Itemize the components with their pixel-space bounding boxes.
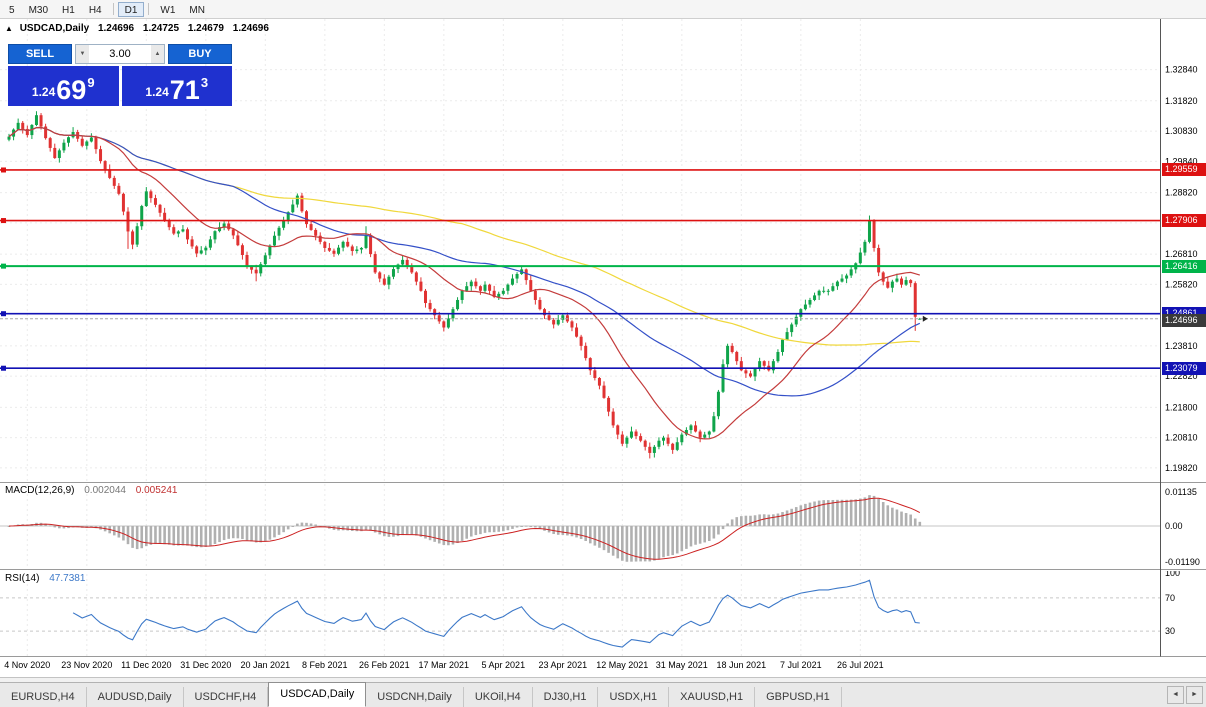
svg-text:1.20810: 1.20810 <box>1165 433 1198 443</box>
svg-text:0.00: 0.00 <box>1165 521 1183 531</box>
rsi-value: 47.7381 <box>49 573 86 584</box>
chart-tab-eurusd-h4[interactable]: EURUSD,H4 <box>0 687 87 707</box>
svg-text:1.26810: 1.26810 <box>1165 249 1198 259</box>
tabs-scroll-left-button[interactable]: ◄ <box>1167 686 1184 704</box>
svg-text:1.32840: 1.32840 <box>1165 65 1198 75</box>
svg-text:31 Dec 2020: 31 Dec 2020 <box>180 660 231 670</box>
svg-text:70: 70 <box>1165 593 1175 603</box>
timeframe-button-w1[interactable]: W1 <box>153 2 182 17</box>
macd-signal-value: 0.005241 <box>135 485 178 496</box>
svg-text:1.21800: 1.21800 <box>1165 402 1198 412</box>
volume-input[interactable]: 3.00 <box>109 48 131 60</box>
svg-text:30: 30 <box>1165 626 1175 636</box>
sell-price-button[interactable]: 1.24 69 9 <box>8 66 119 106</box>
volume-increase-icon[interactable]: ▲ <box>151 45 164 63</box>
ma-fast-line <box>8 126 920 440</box>
svg-text:17 Mar 2021: 17 Mar 2021 <box>419 660 470 670</box>
volume-stepper: ▼ 3.00 ▲ <box>75 44 165 64</box>
svg-text:26 Jul 2021: 26 Jul 2021 <box>837 660 884 670</box>
chart-tab-usdx-h1[interactable]: USDX,H1 <box>598 687 670 707</box>
panel-separators <box>0 18 1206 658</box>
svg-text:23 Apr 2021: 23 Apr 2021 <box>539 660 588 670</box>
timeframe-button-h4[interactable]: H4 <box>82 2 109 17</box>
ma-mid-line <box>8 126 921 397</box>
rsi-levels <box>0 597 1160 632</box>
ohlc-high: 1.24725 <box>142 23 180 34</box>
svg-text:31 May 2021: 31 May 2021 <box>656 660 708 670</box>
svg-text:18 Jun 2021: 18 Jun 2021 <box>717 660 767 670</box>
ohlc-open: 1.24696 <box>97 23 135 34</box>
chart-tab-usdcnh-daily[interactable]: USDCNH,Daily <box>366 687 464 707</box>
svg-text:1.28820: 1.28820 <box>1165 188 1198 198</box>
macd-axis-labels: 0.01135 0.00 -0.01190 <box>1165 487 1200 567</box>
ohlc-low: 1.24679 <box>187 23 224 34</box>
timeframe-button-mn[interactable]: MN <box>182 2 212 17</box>
timeframe-button-h1[interactable]: H1 <box>55 2 82 17</box>
chart-tab-usdchf-h4[interactable]: USDCHF,H4 <box>184 687 269 707</box>
svg-text:1.31820: 1.31820 <box>1165 96 1198 106</box>
svg-text:12 May 2021: 12 May 2021 <box>596 660 648 670</box>
toolbar-separator <box>148 3 150 15</box>
svg-text:100: 100 <box>1165 568 1180 578</box>
rsi-axis-labels: 100 70 30 <box>1165 568 1180 636</box>
chart-tab-dj30-h1[interactable]: DJ30,H1 <box>533 687 599 707</box>
svg-text:1.19820: 1.19820 <box>1165 463 1198 473</box>
macd-indicator-label: MACD(12,26,9) 0.002044 0.005241 <box>5 485 178 496</box>
current-price-marker <box>922 315 928 322</box>
macd-main-value: 0.002044 <box>84 485 126 496</box>
sell-button[interactable]: SELL <box>8 44 72 64</box>
chart-tab-gbpusd-h1[interactable]: GBPUSD,H1 <box>755 687 842 707</box>
volume-decrease-icon[interactable]: ▼ <box>76 45 89 63</box>
chart-tab-usdcad-daily[interactable]: USDCAD,Daily <box>268 682 367 707</box>
candles-layer <box>7 111 922 459</box>
chart-tab-ukoil-h4[interactable]: UKOil,H4 <box>464 687 533 707</box>
toolbar-separator <box>112 3 114 15</box>
svg-text:1.22820: 1.22820 <box>1165 371 1198 381</box>
svg-text:1.25820: 1.25820 <box>1165 279 1198 289</box>
svg-text:4 Nov 2020: 4 Nov 2020 <box>4 660 50 670</box>
tabs-scroll-right-button[interactable]: ► <box>1186 686 1203 704</box>
rsi-line <box>72 579 920 648</box>
buy-price-button[interactable]: 1.24 71 3 <box>121 66 232 106</box>
svg-text:11 Dec 2020: 11 Dec 2020 <box>121 660 171 670</box>
ohlc-close: 1.24696 <box>232 23 269 34</box>
buy-button[interactable]: BUY <box>168 44 232 64</box>
svg-text:1.30830: 1.30830 <box>1165 126 1198 136</box>
svg-text:1.23810: 1.23810 <box>1165 341 1198 351</box>
timeframe-button-5[interactable]: 5 <box>2 2 22 17</box>
svg-text:-0.01190: -0.01190 <box>1165 557 1200 567</box>
timeframe-toolbar: 5 M30 H1 H4 D1 W1 MN <box>0 0 1206 19</box>
ma-slow-line <box>8 126 920 346</box>
one-click-trading-panel: SELL ▼ 3.00 ▲ BUY 1.24 69 9 1.24 71 3 <box>8 44 232 106</box>
svg-text:0.01135: 0.01135 <box>1165 487 1197 497</box>
date-axis-labels: 4 Nov 2020 23 Nov 2020 11 Dec 2020 31 Dec 2… <box>4 660 883 670</box>
chart-title: ▲ USDCAD,Daily 1.24696 1.24725 1.24679 1… <box>5 23 275 34</box>
chart-tab-xauusd-h1[interactable]: XAUUSD,H1 <box>669 687 756 707</box>
macd-histogram <box>7 495 922 562</box>
chart-tabs-bar: EURUSD,H4 AUDUSD,Daily USDCHF,H4 USDCAD,Dai… <box>0 682 1206 707</box>
timeframe-button-d1[interactable]: D1 <box>117 1 145 17</box>
svg-text:20 Jan 2021: 20 Jan 2021 <box>241 660 291 670</box>
timeframe-button-m30[interactable]: M30 <box>22 2 55 17</box>
trade-panel-toggle-icon[interactable]: ▲ <box>5 24 13 33</box>
tabs-nav: ◄ ► <box>1165 683 1206 707</box>
macd-signal-line <box>8 497 921 560</box>
svg-text:23 Nov 2020: 23 Nov 2020 <box>61 660 112 670</box>
svg-text:5 Apr 2021: 5 Apr 2021 <box>482 660 526 670</box>
chart-symbol-label: USDCAD,Daily <box>19 23 90 34</box>
svg-text:1.27830: 1.27830 <box>1165 218 1198 228</box>
hlines-layer <box>0 167 1160 371</box>
svg-text:8 Feb 2021: 8 Feb 2021 <box>302 660 348 670</box>
svg-text:1.29840: 1.29840 <box>1165 156 1198 166</box>
rsi-indicator-label: RSI(14) 47.7381 <box>5 573 86 584</box>
svg-text:26 Feb 2021: 26 Feb 2021 <box>359 660 410 670</box>
chart-tab-audusd-daily[interactable]: AUDUSD,Daily <box>87 687 184 707</box>
price-axis-labels: 1.32840 1.31820 1.30830 1.29840 1.28820 1.278… <box>1165 65 1198 473</box>
svg-text:7 Jul 2021: 7 Jul 2021 <box>780 660 822 670</box>
